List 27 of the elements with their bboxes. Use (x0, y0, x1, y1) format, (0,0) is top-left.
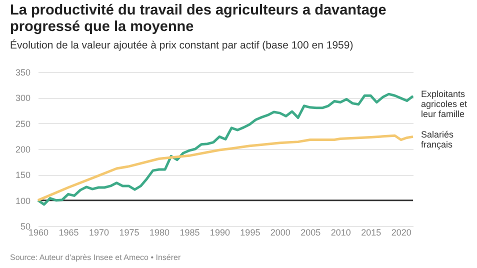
x-tick-label: 2005 (300, 228, 321, 238)
x-tick-label: 2010 (330, 228, 351, 238)
y-tick-label: 50 (20, 222, 30, 232)
x-tick-label: 2020 (391, 228, 412, 238)
chart-title: La productivité du travail des agriculteurs a davantage progressé que la moyenne (10, 2, 386, 35)
x-tick-label: 2015 (361, 228, 382, 238)
x-tick-label: 1995 (240, 228, 260, 238)
series-label: Salariés français (421, 130, 454, 150)
x-tick-label: 1985 (180, 228, 200, 238)
y-tick-label: 200 (15, 144, 30, 154)
source-note: Source: Auteur d'après Insee et Ameco • Insérer (10, 253, 181, 262)
x-tick-label: 1975 (119, 228, 140, 238)
x-tick-label: 1960 (28, 228, 49, 238)
series-label: Exploitants agricoles et leur famille (421, 89, 468, 120)
y-tick-label: 300 (15, 93, 30, 104)
y-tick-label: 150 (15, 170, 30, 180)
chart-subtitle: Évolution de la valeur ajoutée à prix constant par actif (base 100 en 1959) (10, 38, 354, 52)
y-tick-label: 100 (15, 196, 30, 206)
x-tick-label: 2000 (270, 228, 290, 238)
x-tick-label: 1990 (210, 228, 230, 238)
y-tick-label: 250 (15, 118, 30, 129)
line-series (36, 92, 414, 206)
line-series (36, 134, 414, 202)
y-tick-label: 350 (15, 68, 30, 78)
x-tick-label: 1980 (149, 228, 170, 238)
x-tick-label: 1965 (58, 228, 79, 238)
x-tick-label: 1970 (88, 228, 109, 238)
